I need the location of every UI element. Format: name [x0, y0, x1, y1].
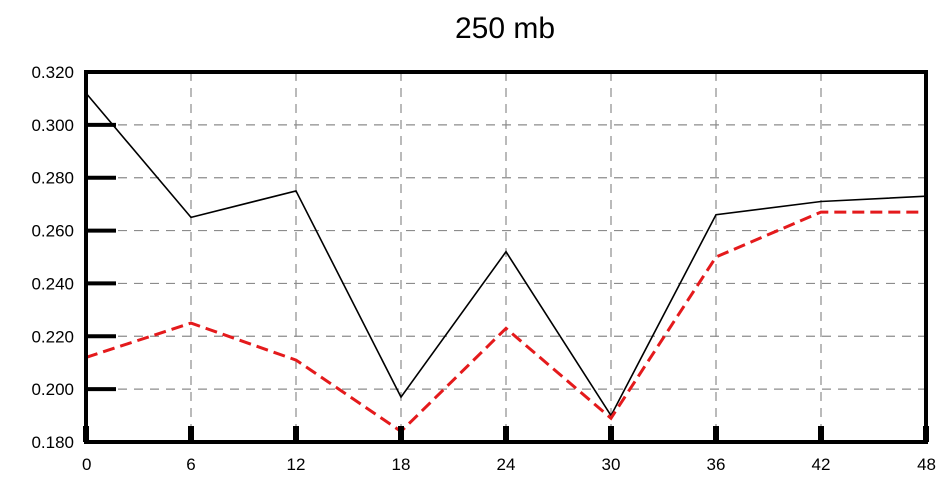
grid-lines — [86, 72, 926, 442]
x-tick-label: 12 — [287, 455, 306, 474]
y-tick-label: 0.300 — [31, 116, 74, 135]
y-axis: 0.180 0.200 0.220 0.240 0.260 0.280 0.300 0.320 — [31, 63, 116, 452]
y-tick-label: 0.180 — [31, 433, 74, 452]
y-tick-label: 0.240 — [31, 274, 74, 293]
x-tick-label: 6 — [186, 455, 195, 474]
y-tick-label: 0.260 — [31, 222, 74, 241]
x-tick-label: 0 — [82, 455, 91, 474]
y-tick-label: 0.200 — [31, 380, 74, 399]
chart-title: 250 mb — [455, 12, 555, 45]
y-tick-label: 0.320 — [31, 63, 74, 82]
x-tick-label: 30 — [602, 455, 621, 474]
x-tick-label: 48 — [917, 455, 936, 474]
x-tick-label: 24 — [497, 455, 516, 474]
x-tick-label: 42 — [812, 455, 831, 474]
x-axis: 0 6 12 18 24 30 36 42 48 — [82, 426, 936, 474]
series-layer — [85, 92, 927, 434]
series-line-2 — [85, 210, 926, 434]
series-line-1 — [85, 92, 927, 418]
y-tick-label: 0.280 — [31, 169, 74, 188]
y-tick-label: 0.220 — [31, 327, 74, 346]
x-tick-label: 18 — [392, 455, 411, 474]
x-tick-label: 36 — [707, 455, 726, 474]
